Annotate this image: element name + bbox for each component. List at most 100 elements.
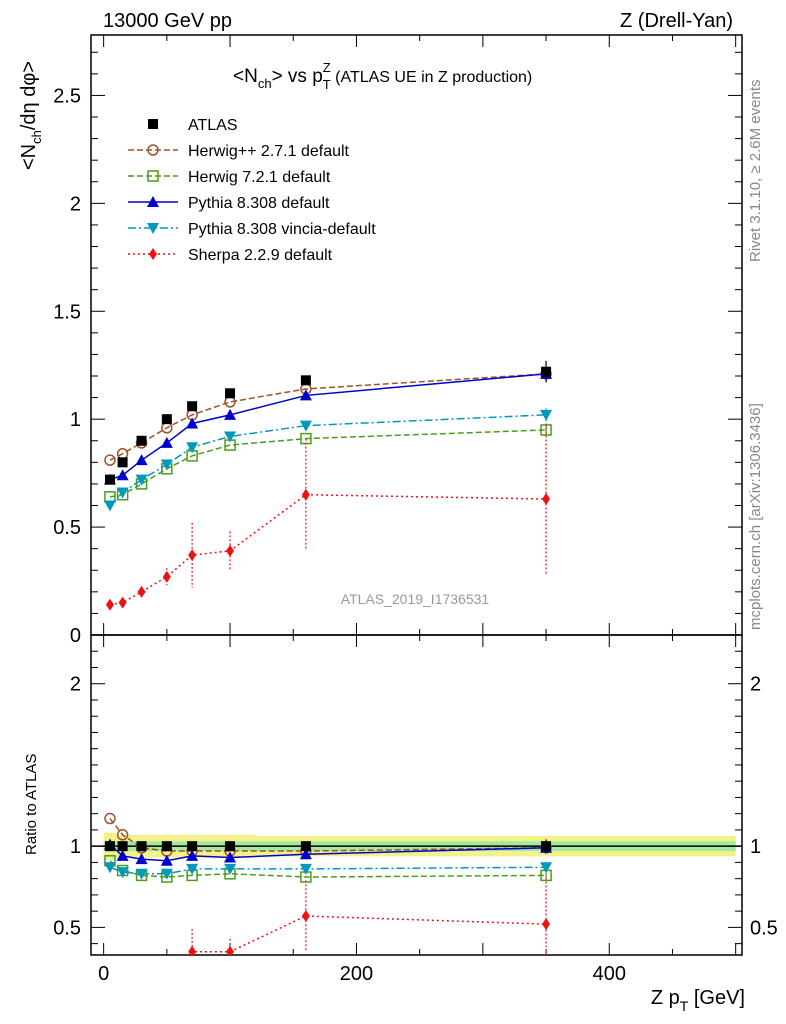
ratio-point-atlas [187,841,198,852]
line-herwig7 [109,429,547,498]
ratio-y-axis-label: Ratio to ATLAS [23,754,40,855]
axis-ticks: 0 200 400 0 0.5 1 1.5 2 2.5 0.5 0.5 1 1 2 2 [53,35,778,985]
line-vincia [109,414,547,507]
ratio-point-pythia [135,853,148,865]
legend-marker-sherpa [149,248,157,260]
point-vincia [224,431,237,443]
ratio-y-tick-label: 2 [70,674,81,696]
main-y-tick-label: 1 [70,409,81,431]
ratio-point-herwigpp [104,812,116,825]
legend-item-herwigpp: Herwig++ 2.7.1 default [128,143,350,160]
ratio-point-atlas [161,841,172,852]
legend-marker-herwig7 [147,170,159,182]
x-axis-label: Z pT [GeV] [651,987,745,1014]
point-herwigpp [104,454,116,466]
ratio-y-tick-label-right: 0.5 [750,917,778,939]
point-atlas [104,474,115,485]
point-pythia [186,417,199,429]
point-vincia [186,442,199,454]
legend-item-vincia: Pythia 8.308 vincia-default [128,221,376,238]
ratio-point-pythia [299,848,312,860]
legend: ATLAS Herwig++ 2.7.1 default Herwig 7.2.1 … [128,117,376,264]
mcplots-label: mcplots.cern.ch [arXiv:1306.3436] [747,403,764,630]
point-sherpa [301,488,310,501]
legend-item-atlas: ATLAS [148,117,238,134]
point-vincia [103,500,116,512]
point-atlas [161,414,172,425]
main-series-vincia [103,408,553,512]
main-y-tick-label: 0.5 [53,517,81,539]
point-sherpa [137,585,146,598]
ratio-series-atlas [104,839,552,853]
point-sherpa [162,570,171,583]
legend-label-herwigpp: Herwig++ 2.7.1 default [188,143,350,160]
legend-marker-pythia [147,196,159,207]
legend-item-sherpa: Sherpa 2.2.9 default [128,247,333,264]
legend-item-pythia: Pythia 8.308 default [128,195,330,212]
legend-marker-atlas [148,119,158,129]
ratio-y-tick-label-right: 2 [750,674,761,696]
point-vincia [135,474,148,486]
ratio-point-vincia [540,862,553,874]
point-vincia [116,487,129,499]
legend-item-herwig7: Herwig 7.2.1 default [128,169,331,186]
main-series-atlas [104,360,552,485]
point-vincia [540,409,553,421]
point-pythia [116,469,129,481]
point-vincia [160,459,173,471]
ratio-plot-frame [90,634,743,956]
ratio-point-atlas [300,841,311,852]
ratio-point-atlas [225,841,236,852]
ratio-point-vincia [116,867,129,879]
ratio-point-atlas [541,841,552,852]
point-sherpa [188,549,197,562]
ratio-point-atlas [117,841,128,852]
ratio-y-tick-label: 1 [70,836,81,858]
legend-label-herwig7: Herwig 7.2.1 default [188,169,331,186]
ratio-series-sherpa [184,877,551,955]
ratio-line-sherpa [184,915,547,955]
ratio-point-atlas [104,841,115,852]
ratio-y-tick-label-right: 1 [750,836,761,858]
main-y-tick-label: 1.5 [53,301,81,323]
point-atlas [117,457,128,468]
point-vincia [299,420,312,432]
ratio-point-vincia [103,862,116,874]
ratio-point-pythia [186,849,199,861]
point-sherpa [118,596,127,609]
point-atlas [136,435,147,446]
x-tick-label: 400 [593,963,626,985]
point-pythia [160,436,173,448]
ratio-point-atlas [136,841,147,852]
rivet-label: Rivet 3.1.10, ≥ 2.6M events [747,80,764,263]
plot-title: <Nch> vs pTZ (ATLAS UE in Z production) [233,60,532,92]
main-series-sherpa [105,423,551,611]
header-left: 13000 GeV pp [103,10,232,32]
ratio-point-sherpa [301,910,310,923]
ratio-point-pythia [116,849,129,861]
ratio-point-pythia [160,854,173,866]
ratio-point-herwigpp [116,829,129,841]
point-atlas [300,375,311,386]
point-sherpa [542,493,551,506]
main-series-layer [103,360,553,611]
ratio-point-sherpa [188,945,197,955]
legend-label-atlas: ATLAS [188,117,238,134]
analysis-watermark: ATLAS_2019_I1736531 [341,591,490,607]
legend-marker-vincia [147,223,159,234]
main-y-axis-label: <Nch/dη dφ> [18,61,44,170]
point-atlas [225,388,236,399]
point-pythia [135,454,148,466]
ratio-line-vincia [109,866,547,875]
line-sherpa [109,493,547,606]
ratio-series-layer [103,812,553,955]
header-right: Z (Drell-Yan) [620,10,733,32]
main-series-herwig7 [104,424,552,503]
point-pythia [299,389,312,401]
point-sherpa [226,544,235,557]
ratio-line-herwigpp [109,818,547,852]
legend-label-pythia: Pythia 8.308 default [188,195,330,212]
point-pythia [224,408,237,420]
legend-label-vincia: Pythia 8.308 vincia-default [188,221,376,238]
